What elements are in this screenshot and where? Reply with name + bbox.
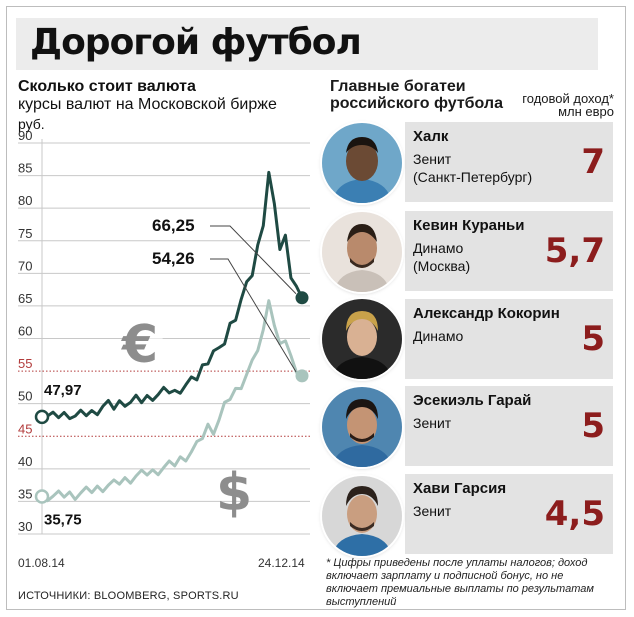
player-row: Кевин Кураньи Динамо (Москва) 5,7 bbox=[405, 211, 613, 291]
chart-title: Сколько стоит валюта bbox=[18, 78, 196, 95]
infographic-frame bbox=[6, 6, 626, 610]
eur-end-label: 66,25 bbox=[152, 216, 195, 235]
y-tick-label: 70 bbox=[18, 258, 32, 273]
page-title: Дорогой футбол bbox=[30, 22, 362, 63]
player-club: Зенит bbox=[413, 502, 451, 520]
player-club-line1: Динамо bbox=[413, 240, 464, 256]
y-tick-label: 80 bbox=[18, 193, 32, 208]
y-tick-label: 30 bbox=[18, 519, 32, 534]
usd-end-label: 54,26 bbox=[152, 249, 195, 268]
series-end-point bbox=[295, 291, 309, 305]
player-club: Динамо bbox=[413, 327, 463, 345]
player-income: 5,7 bbox=[544, 231, 605, 271]
player-name: Александр Кокорин bbox=[413, 305, 560, 322]
player-name: Эсекиэль Гарай bbox=[413, 392, 532, 409]
player-club: Зенит (Санкт-Петербург) bbox=[413, 150, 532, 186]
y-tick-label: 40 bbox=[18, 454, 32, 469]
player-photo-kuranyi bbox=[322, 212, 402, 292]
eur-start-label: 47,97 bbox=[44, 382, 82, 399]
player-club: Зенит bbox=[413, 414, 451, 432]
player-name: Халк bbox=[413, 128, 449, 145]
series-end-point bbox=[295, 369, 309, 383]
y-tick-label: 60 bbox=[18, 324, 32, 339]
player-photo-garay bbox=[322, 387, 402, 467]
series-start-point bbox=[34, 409, 50, 425]
y-tick-label: 90 bbox=[18, 128, 32, 143]
player-photo-kokorin bbox=[322, 299, 402, 379]
player-name: Кевин Кураньи bbox=[413, 217, 525, 234]
usd-callout-line bbox=[210, 258, 297, 373]
player-club-line1: Зенит bbox=[413, 415, 452, 431]
x-tick-label-start: 01.08.14 bbox=[18, 556, 65, 570]
income-note: годовой доход* млн евро bbox=[522, 92, 614, 118]
player-row: Александр Кокорин Динамо 5 bbox=[405, 299, 613, 379]
footnote: * Цифры приведены после уплаты налогов; … bbox=[326, 557, 594, 608]
player-income: 5 bbox=[581, 406, 605, 446]
player-income: 7 bbox=[581, 142, 605, 182]
player-club-line2: (Москва) bbox=[413, 258, 471, 274]
usd-start-label: 35,75 bbox=[44, 512, 82, 529]
eur-callout-line bbox=[210, 225, 297, 295]
chart-heading: Сколько стоит валюта курсы валют на Моск… bbox=[18, 78, 277, 114]
player-club-line1: Зенит bbox=[413, 503, 452, 519]
player-row: Хави Гарсия Зенит 4,5 bbox=[405, 474, 613, 554]
player-club-line1: Динамо bbox=[413, 328, 464, 344]
player-name: Хави Гарсия bbox=[413, 480, 507, 497]
player-photo-hulk bbox=[322, 123, 402, 203]
player-club-line1: Зенит bbox=[413, 151, 452, 167]
player-photo-javi-garcia bbox=[322, 476, 402, 556]
player-row: Эсекиэль Гарай Зенит 5 bbox=[405, 386, 613, 466]
y-tick-label: 65 bbox=[18, 291, 32, 306]
player-club: Динамо (Москва) bbox=[413, 239, 470, 275]
euro-symbol: € bbox=[121, 315, 158, 375]
player-row: Халк Зенит (Санкт-Петербург) 7 bbox=[405, 122, 613, 202]
y-tick-label: 45 bbox=[18, 421, 32, 436]
series-line bbox=[41, 170, 304, 421]
players-heading-line2: российского футбола bbox=[330, 95, 503, 112]
x-tick-label-end: 24.12.14 bbox=[258, 556, 305, 570]
dollar-symbol: $ bbox=[216, 463, 252, 523]
y-tick-label: 55 bbox=[18, 356, 32, 371]
y-tick-label: 50 bbox=[18, 389, 32, 404]
income-note-line1: годовой доход* bbox=[522, 91, 614, 106]
y-tick-label: 35 bbox=[18, 486, 32, 501]
y-axis-unit: руб. bbox=[18, 116, 45, 132]
sources-credit: ИСТОЧНИКИ: BLOOMBERG, SPORTS.RU bbox=[18, 590, 239, 602]
players-heading-line1: Главные богатеи bbox=[330, 78, 466, 95]
players-heading: Главные богатеи российского футбола bbox=[330, 78, 503, 112]
player-income: 4,5 bbox=[544, 494, 605, 534]
y-tick-label: 85 bbox=[18, 161, 32, 176]
chart-subtitle: курсы валют на Московской бирже bbox=[18, 96, 277, 113]
eur-symbol-bg bbox=[123, 322, 163, 362]
y-tick-label: 75 bbox=[18, 226, 32, 241]
series-line bbox=[41, 299, 303, 503]
series-start-point bbox=[34, 489, 50, 504]
title-bar: Дорогой футбол bbox=[16, 18, 598, 70]
player-club-line2: (Санкт-Петербург) bbox=[413, 169, 533, 185]
player-income: 5 bbox=[581, 319, 605, 359]
income-note-line2: млн евро bbox=[558, 104, 614, 119]
